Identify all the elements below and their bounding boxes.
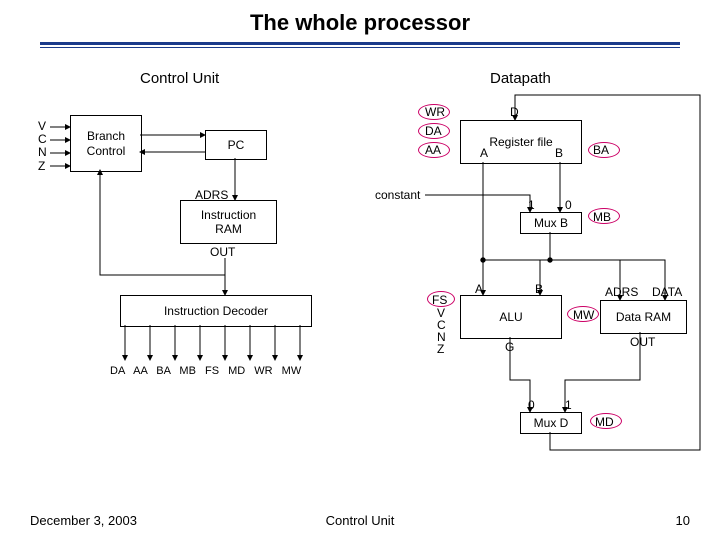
wires-svg	[0, 0, 720, 540]
footer-page: 10	[676, 513, 690, 528]
footer-center: Control Unit	[0, 513, 720, 528]
diagram-stage: Control Unit Datapath V C N Z Branch Con…	[0, 0, 720, 540]
